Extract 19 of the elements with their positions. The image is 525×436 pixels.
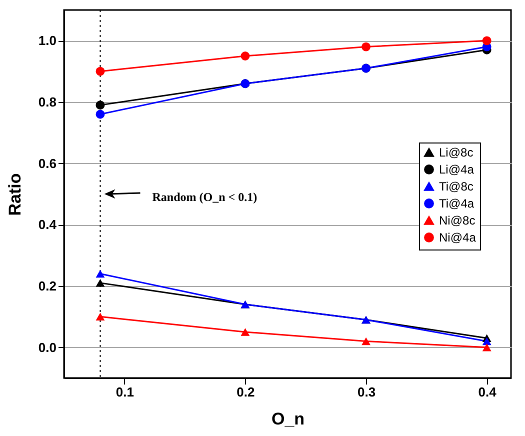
x-tick-label: 0.2	[236, 384, 255, 400]
x-tick-label: 0.3	[357, 384, 376, 400]
annotation: Random (O_n < 0.1)	[152, 190, 258, 204]
x-axis-title: O_n	[271, 410, 305, 428]
y-tick-label: 0.0	[38, 340, 56, 355]
y-tick-label: 0.6	[38, 156, 56, 171]
y-tick-label: 0.8	[38, 94, 56, 110]
legend-label: Li@8c	[439, 145, 474, 160]
legend-label: Li@4a	[439, 162, 474, 176]
y-axis-title: Ratio	[5, 173, 24, 216]
legend-label: Ni@8c	[439, 213, 476, 228]
legend-label: Ti@8c	[439, 179, 474, 194]
y-tick-label: 1.0	[38, 33, 56, 48]
legend-label: Ti@4a	[439, 196, 474, 210]
x-tick-label: 0.1	[116, 384, 134, 400]
legend-label: Ni@4a	[439, 230, 476, 244]
y-tick-label: 0.2	[38, 278, 56, 294]
x-tick-label: 0.4	[478, 384, 498, 400]
y-tick-label: 0.4	[38, 217, 58, 232]
